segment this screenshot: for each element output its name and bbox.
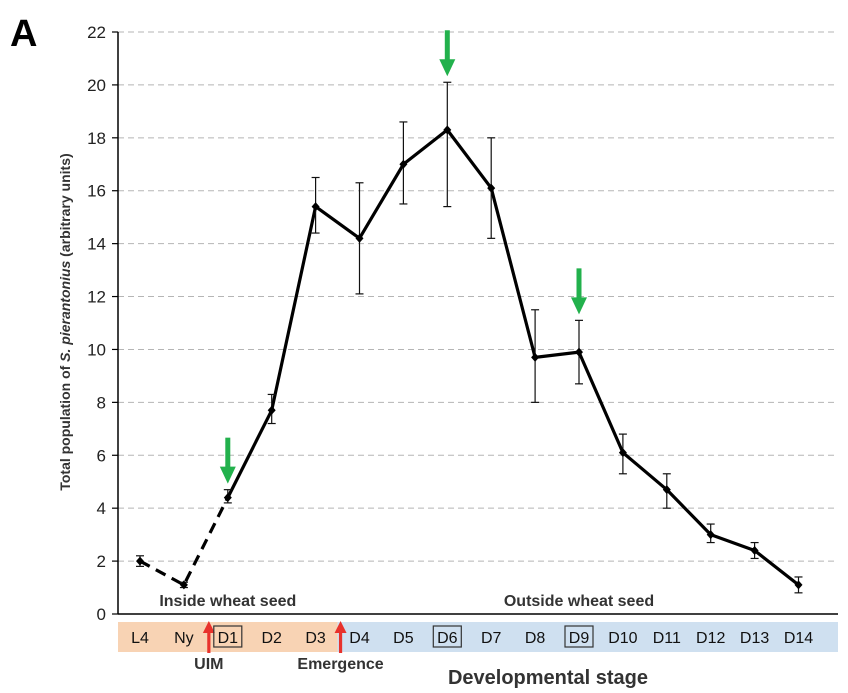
event-labels: UIM Emergence bbox=[194, 656, 384, 673]
axes bbox=[112, 31, 838, 615]
data-point bbox=[487, 183, 496, 193]
data-point bbox=[311, 202, 320, 212]
y-axis-label-part-1: Total population of bbox=[57, 362, 73, 491]
annotations bbox=[202, 30, 587, 653]
x-tick-label: Ny bbox=[174, 630, 194, 647]
data-point bbox=[443, 125, 452, 135]
x-tick-label: D10 bbox=[608, 630, 637, 647]
y-tick-label: 18 bbox=[87, 129, 106, 148]
data-point bbox=[575, 347, 583, 357]
data-point bbox=[267, 405, 276, 415]
y-tick-label: 10 bbox=[87, 340, 106, 359]
data-point bbox=[355, 233, 364, 243]
stage-bands bbox=[118, 622, 838, 652]
series-line-dashed bbox=[139, 496, 230, 588]
x-tick-box bbox=[213, 625, 243, 648]
y-tick-label: 12 bbox=[87, 288, 106, 307]
red-arrow-head bbox=[334, 621, 347, 633]
y-axis-label-species: S. pierantonius bbox=[57, 260, 73, 361]
data-point bbox=[750, 546, 759, 556]
x-tick-label: D1 bbox=[218, 630, 239, 647]
region-labels: Inside wheat seed Outside wheat seed bbox=[159, 593, 654, 610]
y-axis-label: Total population of S. pierantonius (arb… bbox=[57, 153, 73, 490]
region-label-1: Inside wheat seed bbox=[159, 593, 296, 610]
y-tick-label: 16 bbox=[87, 182, 106, 201]
y-tick-labels: 0 2 4 6 8 10 12 14 16 18 20 22 bbox=[87, 23, 106, 624]
data-point bbox=[136, 556, 144, 566]
green-arrow-shaft bbox=[576, 268, 582, 299]
x-tick-label: D3 bbox=[305, 630, 326, 647]
data-point bbox=[399, 159, 408, 169]
data-point bbox=[706, 530, 715, 540]
x-tick-label: D13 bbox=[740, 630, 769, 647]
data-point bbox=[618, 448, 627, 458]
x-tick-label: D9 bbox=[569, 630, 590, 647]
y-axis-label-part-3: (arbitrary units) bbox=[57, 153, 73, 260]
data-point bbox=[794, 580, 803, 590]
x-axis-label: Developmental stage bbox=[448, 667, 648, 689]
green-arrow-shaft bbox=[444, 30, 450, 61]
y-tick-label: 0 bbox=[97, 605, 106, 624]
event-label-2: Emergence bbox=[297, 656, 383, 673]
x-tick-label: D8 bbox=[525, 630, 546, 647]
x-tick-box bbox=[432, 625, 462, 648]
y-tick-label: 4 bbox=[97, 499, 106, 518]
green-arrow-shaft bbox=[225, 437, 231, 468]
green-arrow-head bbox=[571, 297, 587, 315]
y-tick-label: 8 bbox=[97, 393, 106, 412]
x-tick-label: D5 bbox=[393, 630, 414, 647]
gridlines bbox=[118, 31, 838, 562]
y-tick-label: 6 bbox=[97, 446, 106, 465]
red-arrow-shaft bbox=[207, 631, 211, 653]
y-tick-label: 22 bbox=[87, 23, 106, 42]
data-point bbox=[531, 352, 540, 362]
x-tick-label: D2 bbox=[261, 630, 282, 647]
y-tick-label: 2 bbox=[97, 552, 106, 571]
red-arrow-head bbox=[202, 621, 215, 633]
region-label-2: Outside wheat seed bbox=[504, 593, 654, 610]
y-tick-label: 20 bbox=[87, 76, 106, 95]
x-tick-label: D12 bbox=[696, 630, 725, 647]
x-tick-label: D4 bbox=[349, 630, 370, 647]
x-tick-label: D6 bbox=[437, 630, 458, 647]
x-tick-label: D11 bbox=[653, 630, 681, 647]
event-label-1: UIM bbox=[194, 656, 223, 673]
red-arrow-shaft bbox=[338, 631, 343, 653]
green-arrow-head bbox=[439, 59, 456, 77]
x-tick-labels: L4 Ny D1 D2 D3 D4 D5 D6 D7 D8 D9 D10 D11 D12 D13 D14 bbox=[131, 625, 813, 648]
data-point bbox=[179, 580, 188, 590]
x-tick-label: D14 bbox=[784, 630, 813, 647]
y-tick-label: 14 bbox=[87, 235, 106, 254]
data-series bbox=[136, 81, 803, 594]
x-tick-label: L4 bbox=[131, 630, 149, 647]
series-line-solid bbox=[226, 128, 800, 587]
green-arrow-head bbox=[219, 466, 236, 484]
data-point bbox=[662, 485, 671, 495]
data-point bbox=[223, 493, 232, 503]
x-tick-box bbox=[564, 625, 594, 648]
panel-letter: A bbox=[10, 13, 37, 55]
x-tick-label: D7 bbox=[481, 630, 502, 647]
